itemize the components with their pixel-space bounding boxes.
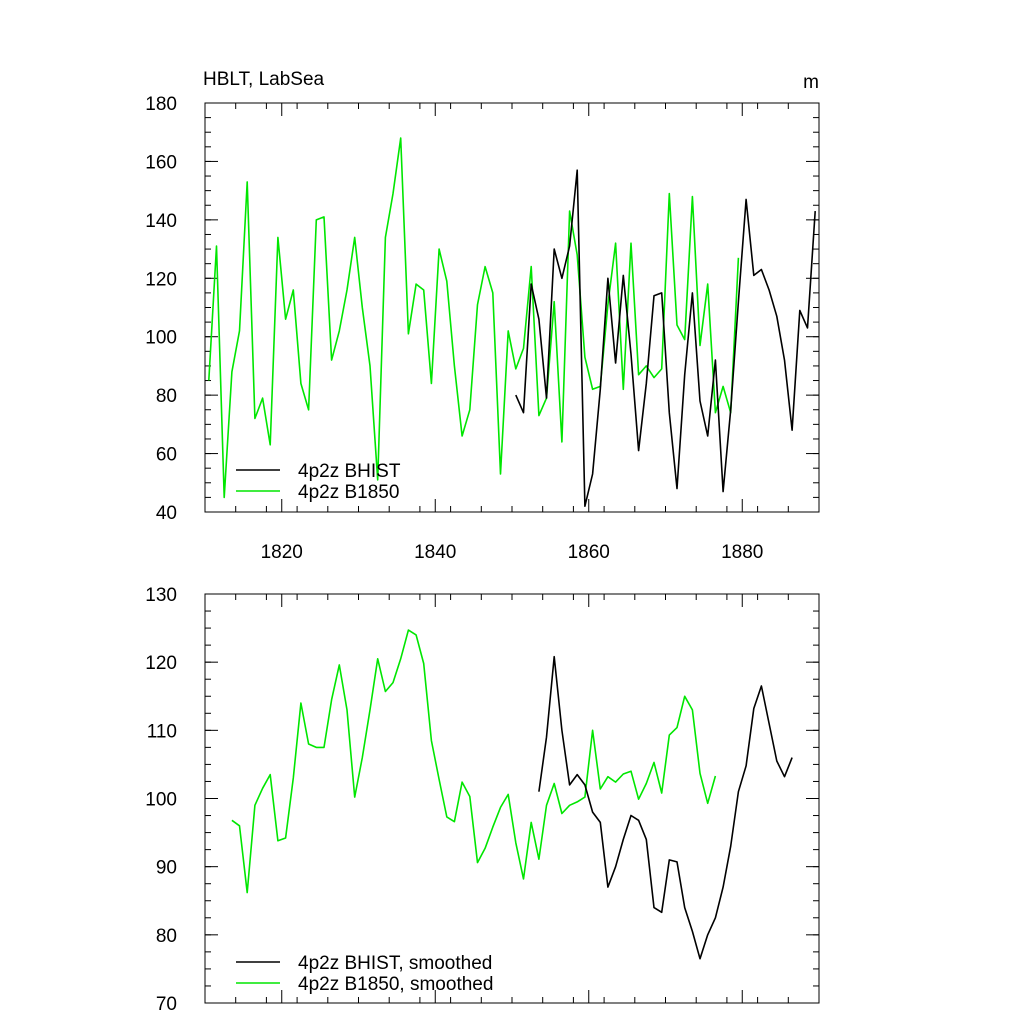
- top-legend: 4p2z BHIST 4p2z B1850: [236, 461, 401, 503]
- top-y-tick-label: 100: [145, 328, 177, 349]
- bottom-y-tick-label: 110: [147, 721, 177, 742]
- top-y-tick-label: 40: [156, 503, 177, 524]
- bottom-y-tick-label: 120: [145, 653, 177, 674]
- top-panel-title: HBLT, LabSea: [203, 69, 325, 90]
- top-series-line-b1850: [208, 137, 740, 499]
- top-panel: HBLT, LabSea m 1820 1840 1860 1880 40 60 80 100…: [145, 69, 820, 563]
- top-y-tick-label: 80: [156, 386, 177, 407]
- top-legend-label-b1850: 4p2z B1850: [298, 482, 399, 503]
- bottom-legend-label-bhist: 4p2z BHIST, smoothed: [298, 953, 492, 974]
- top-panel-units: m: [803, 72, 819, 93]
- bottom-y-tick-label: 130: [145, 585, 177, 606]
- bottom-y-tick-label: 80: [156, 926, 177, 947]
- bottom-plot-area: 70 80 90 100 110 120 130: [145, 585, 820, 1015]
- top-legend-label-bhist: 4p2z BHIST: [298, 461, 401, 482]
- bottom-legend-label-b1850: 4p2z B1850, smoothed: [298, 974, 493, 995]
- bottom-axes-frame: [204, 593, 820, 1004]
- top-y-tick-label: 120: [145, 269, 177, 290]
- top-series-line-bhist: [515, 169, 816, 508]
- top-x-tick-label: 1860: [568, 542, 610, 563]
- top-y-tick-label: 180: [145, 94, 177, 115]
- top-y-tick-label: 160: [145, 152, 177, 173]
- top-x-tick-label: 1840: [414, 542, 456, 563]
- bottom-panel: 70 80 90 100 110 120 130 4p2z BHIST, smoothed …: [145, 585, 820, 1015]
- top-x-tick-label: 1880: [721, 542, 763, 563]
- top-x-tick-label: 1820: [261, 542, 303, 563]
- top-plot-area: 1820 1840 1860 1880 40 60 80 100 120 140 160 180: [145, 94, 820, 563]
- bottom-y-tick-label: 70: [156, 994, 177, 1015]
- bottom-legend: 4p2z BHIST, smoothed 4p2z B1850, smoothe…: [236, 953, 493, 995]
- top-y-tick-label: 140: [145, 211, 177, 232]
- bottom-y-tick-label: 90: [156, 858, 177, 879]
- bottom-series-line-bhist: [538, 655, 793, 960]
- top-y-tick-label: 60: [156, 445, 177, 466]
- bottom-y-tick-label: 100: [145, 790, 177, 811]
- bottom-series-line-b1850: [231, 629, 717, 894]
